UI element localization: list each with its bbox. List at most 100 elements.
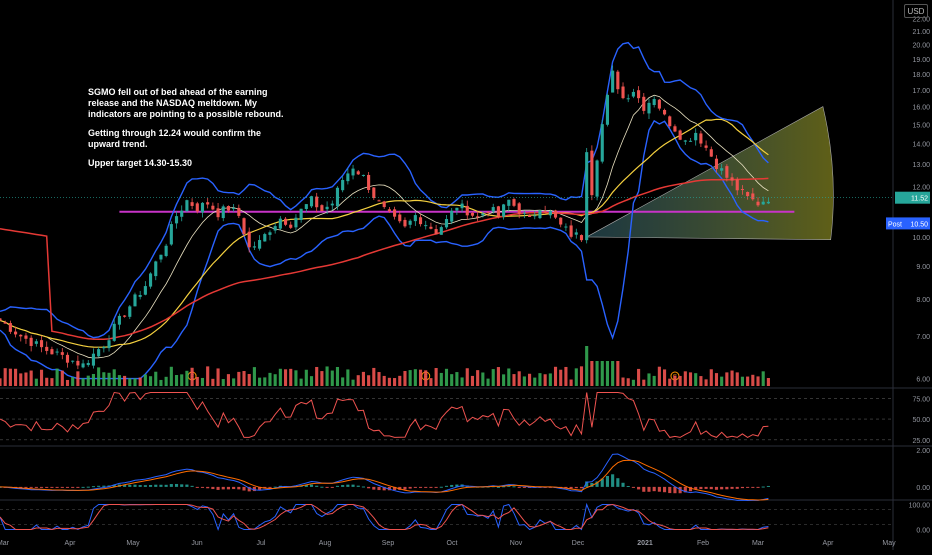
macd-histogram-bar — [65, 486, 70, 488]
macd-histogram-bar — [746, 486, 750, 488]
volume-bar — [81, 378, 85, 386]
price-tick-label: 18.00 — [912, 72, 930, 79]
candle-body — [258, 240, 262, 249]
candle-body — [522, 212, 526, 214]
stoch-tick-label: 100.00 — [909, 503, 931, 510]
volume-bar — [605, 361, 610, 386]
candle-body — [413, 215, 417, 222]
candle-body — [714, 158, 719, 169]
volume-bar — [761, 371, 765, 386]
candle-body — [247, 231, 251, 248]
candle-body — [424, 225, 428, 227]
candle-body — [226, 206, 230, 211]
candle-body — [372, 187, 376, 199]
osc-tick-label: 25.00 — [912, 438, 930, 445]
candle-body — [569, 225, 573, 237]
volume-bar — [569, 379, 573, 386]
volume-bar — [668, 378, 672, 386]
candle-body — [657, 99, 661, 109]
volume-bar — [756, 376, 760, 386]
macd-histogram-bar — [226, 486, 230, 490]
macd-histogram-bar — [455, 484, 459, 487]
macd-histogram-bar — [361, 486, 365, 488]
candle-body — [377, 200, 381, 202]
macd-histogram-bar — [351, 484, 355, 487]
macd-histogram-bar — [356, 485, 360, 487]
macd-histogram-bar — [688, 486, 693, 492]
candle-body — [507, 199, 511, 206]
candle-body — [730, 177, 734, 181]
candle-body — [0, 318, 2, 321]
candle-body — [579, 235, 584, 241]
currency-button[interactable]: USD — [904, 4, 928, 18]
candle-body — [605, 94, 610, 125]
candle-body — [496, 206, 500, 217]
volume-bar — [377, 372, 381, 386]
candle-body — [476, 216, 480, 218]
volume-bar — [476, 370, 480, 386]
candle-body — [195, 203, 199, 212]
volume-bar — [502, 374, 506, 386]
volume-bar — [393, 378, 397, 386]
candle-body — [169, 224, 173, 245]
candle-body — [393, 209, 397, 217]
macd-histogram-bar — [569, 486, 573, 489]
volume-bar — [24, 372, 28, 386]
candle-body — [76, 360, 80, 366]
candle-body — [590, 150, 594, 196]
volume-bar — [434, 368, 438, 386]
candle-body — [403, 219, 407, 227]
candle-body — [611, 70, 615, 93]
candle-body — [621, 86, 625, 99]
price-tick-label: 6.00 — [916, 377, 930, 384]
candle-body — [242, 218, 246, 235]
macd-signal-line — [0, 459, 769, 501]
volume-bar — [766, 378, 770, 386]
candle-body — [668, 116, 672, 127]
volume-bar — [55, 368, 59, 386]
macd-histogram-bar — [252, 486, 256, 492]
candle-body — [528, 215, 532, 217]
macd-histogram-bar — [24, 486, 28, 488]
volume-bar — [465, 368, 469, 386]
candle-body — [71, 360, 75, 362]
candle-body — [149, 273, 153, 287]
candle-body — [740, 189, 744, 191]
volume-bar — [3, 368, 7, 386]
osc-tick-label: 75.00 — [912, 396, 930, 403]
volume-bar — [543, 374, 547, 386]
macd-histogram-bar — [502, 486, 506, 488]
volume-bar — [444, 368, 449, 386]
price-tick-label: 9.00 — [916, 264, 930, 271]
volume-bar — [507, 368, 511, 386]
macd-histogram-bar — [242, 486, 246, 491]
volume-bar — [45, 377, 49, 386]
volume-bar — [185, 370, 189, 386]
macd-histogram-bar — [102, 485, 106, 487]
time-axis-label: Apr — [823, 540, 835, 547]
macd-histogram-bar — [740, 486, 744, 489]
macd-histogram-bar — [149, 484, 153, 487]
time-axis-label: Jul — [257, 540, 266, 547]
macd-histogram-bar — [112, 484, 116, 487]
volume-bar — [216, 368, 220, 386]
macd-histogram-bar — [341, 485, 345, 487]
time-axis-label: Jun — [191, 540, 202, 547]
candle-body — [543, 211, 547, 213]
volume-bar — [123, 375, 127, 386]
candle-body — [637, 90, 641, 99]
candle-body — [673, 126, 677, 132]
volume-bar — [200, 377, 205, 386]
candle-body — [3, 322, 7, 324]
price-tick-label: 10.00 — [912, 235, 930, 242]
time-axis-label: Aug — [319, 540, 332, 547]
candle-body — [159, 254, 163, 260]
volume-bar — [730, 370, 734, 386]
macd-histogram-bar — [164, 484, 168, 487]
volume-bar — [341, 377, 345, 386]
volume-bar — [611, 361, 615, 386]
candle-body — [268, 232, 272, 235]
candle-body — [102, 347, 106, 349]
